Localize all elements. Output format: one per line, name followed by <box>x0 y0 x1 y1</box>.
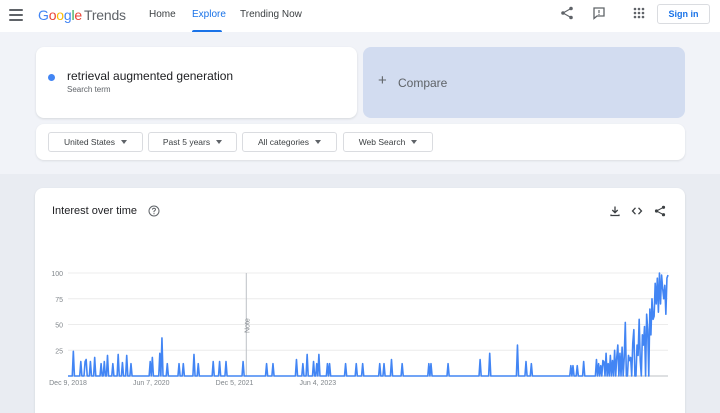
feedback-icon[interactable] <box>592 6 606 20</box>
x-tick-label: Jun 7, 2020 <box>133 380 170 387</box>
tab-explore[interactable]: Explore <box>192 9 226 20</box>
search-term-text[interactable]: retrieval augmented generation <box>67 69 234 83</box>
plus-icon: + <box>378 72 387 89</box>
filter-category-label: All categories <box>257 137 310 147</box>
help-circle-icon[interactable] <box>148 205 160 217</box>
active-tab-indicator <box>192 30 222 32</box>
interest-line-chart: 25 50 75 100 Dec 9, 2018 Jun 7, 2020 Dec 5, 20… <box>49 271 669 387</box>
share-icon[interactable] <box>654 205 666 217</box>
filter-region-label: United States <box>63 137 116 147</box>
x-tick-label: Dec 5, 2021 <box>216 380 254 387</box>
chevron-down-icon <box>411 140 418 144</box>
top-app-bar: Google Trends Home Explore Trending Now S… <box>0 0 720 32</box>
logo-product-name: Trends <box>84 7 126 23</box>
filter-bar: United States Past 5 years All categorie… <box>36 124 685 160</box>
term-color-dot <box>48 74 55 81</box>
main-menu-icon[interactable] <box>9 9 23 21</box>
x-tick-label: Jun 4, 2023 <box>300 380 337 387</box>
card-title: Interest over time <box>52 205 137 217</box>
sign-in-button[interactable]: Sign in <box>657 4 710 24</box>
chevron-down-icon <box>121 140 128 144</box>
chevron-down-icon <box>216 140 223 144</box>
chevron-down-icon <box>315 140 322 144</box>
y-tick-label: 50 <box>55 323 63 330</box>
interest-over-time-card: Interest over time 25 50 75 100 Dec 9, 2018 J… <box>35 188 685 413</box>
tab-home[interactable]: Home <box>149 9 176 20</box>
filter-time-label: Past 5 years <box>162 137 211 147</box>
embed-code-icon[interactable] <box>631 205 643 217</box>
filter-search-type[interactable]: Web Search <box>343 132 433 152</box>
search-term-card[interactable]: retrieval augmented generation Search te… <box>36 47 357 118</box>
y-tick-label: 100 <box>51 271 63 278</box>
search-term-subtitle: Search term <box>67 85 111 94</box>
tab-trending-now[interactable]: Trending Now <box>240 9 302 20</box>
x-tick-label: Dec 9, 2018 <box>49 380 87 387</box>
series-line <box>68 272 669 377</box>
filter-search-type-label: Web Search <box>358 137 406 147</box>
filter-category[interactable]: All categories <box>242 132 337 152</box>
filter-region[interactable]: United States <box>48 132 143 152</box>
y-tick-label: 75 <box>55 297 63 304</box>
note-label: Note <box>244 318 251 333</box>
download-icon[interactable] <box>609 205 621 217</box>
compare-button[interactable]: + Compare <box>363 47 685 118</box>
filter-time-range[interactable]: Past 5 years <box>148 132 237 152</box>
y-tick-label: 25 <box>55 348 63 355</box>
apps-grid-icon[interactable] <box>632 6 646 20</box>
compare-label: Compare <box>398 76 448 90</box>
share-icon[interactable] <box>560 6 574 20</box>
google-trends-logo[interactable]: Google Trends <box>38 7 126 23</box>
